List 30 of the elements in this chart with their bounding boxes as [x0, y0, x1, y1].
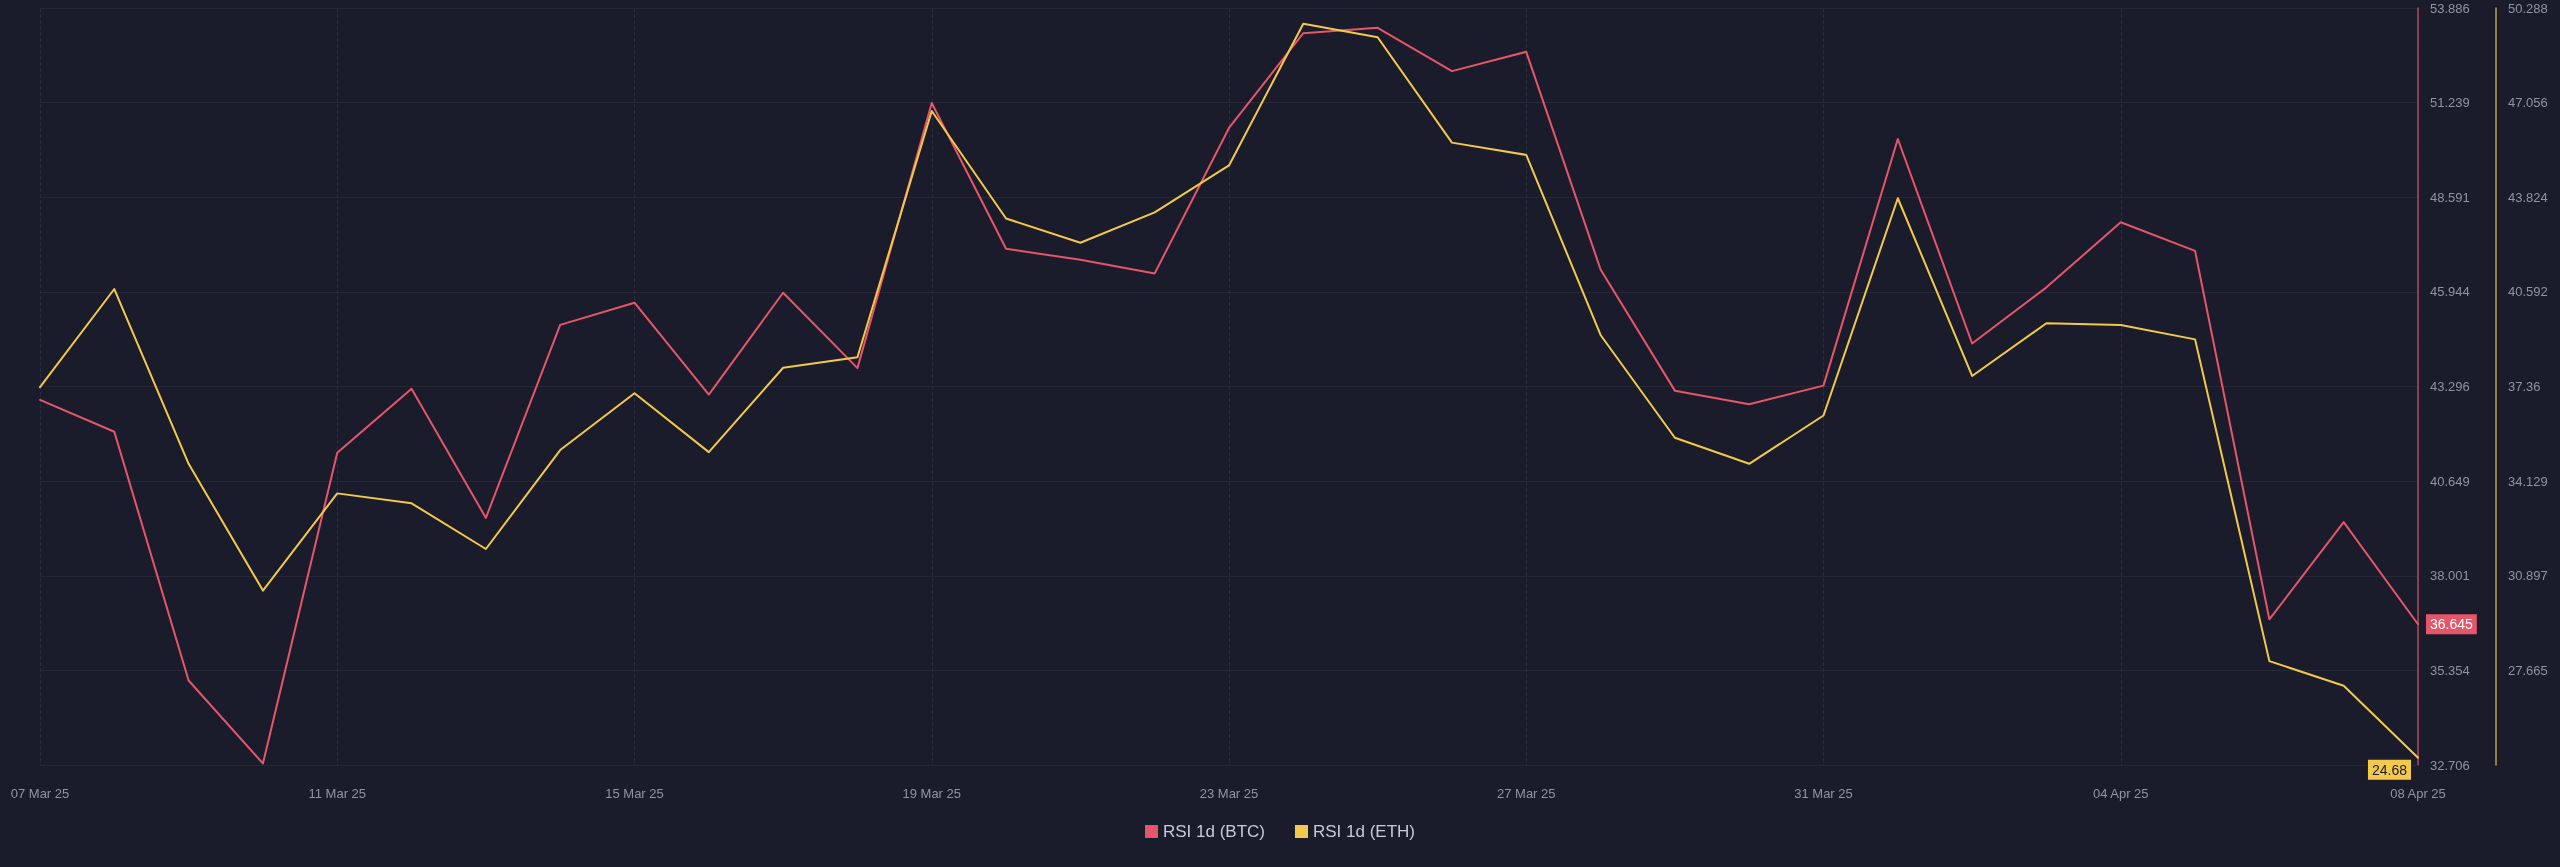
y2-tick-label: 30.897 [2508, 568, 2548, 584]
y2-tick-label: 27.665 [2508, 662, 2548, 678]
x-tick-label: 04 Apr 25 [2092, 786, 2149, 801]
x-tick-label: 31 Mar 25 [1794, 786, 1853, 801]
x-tick-label: 27 Mar 25 [1496, 786, 1556, 801]
y-tick-label: 53.886 [2430, 0, 2470, 16]
y-tick-label: 35.354 [2430, 662, 2470, 678]
y2-tick-label: 34.129 [2508, 473, 2548, 489]
y2-tick-label: 37.36 [2508, 379, 2541, 395]
x-tick-label: 15 Mar 25 [605, 786, 664, 801]
x-tick-label: 11 Mar 25 [308, 786, 367, 801]
x-tick-label: 07 Mar 25 [10, 786, 70, 801]
data-label: 24.68 [2371, 761, 2408, 778]
y-tick-label: 48.591 [2430, 189, 2470, 205]
legend-label: RSI 1d (BTC) [1162, 822, 1266, 841]
y2-tick-label: 40.592 [2508, 284, 2548, 300]
y2-tick-label: 43.824 [2508, 189, 2548, 205]
y-tick-label: 32.706 [2430, 757, 2470, 773]
legend-label: RSI 1d (ETH) [1313, 822, 1416, 841]
y-tick-label: 51.239 [2430, 95, 2470, 111]
y-tick-label: 43.296 [2430, 379, 2470, 394]
data-label: 36.645 [2430, 616, 2474, 633]
y2-tick-label: 50.288 [2508, 0, 2548, 16]
y2-tick-label: 47.056 [2508, 95, 2548, 111]
y-tick-label: 40.649 [2430, 473, 2470, 489]
x-tick-label: 19 Mar 25 [902, 786, 962, 801]
x-tick-label: 23 Mar 25 [1199, 786, 1259, 801]
x-tick-label: 08 Apr 25 [2390, 786, 2446, 801]
y-tick-label: 45.944 [2430, 284, 2470, 300]
y-tick-label: 38.001 [2430, 568, 2470, 584]
